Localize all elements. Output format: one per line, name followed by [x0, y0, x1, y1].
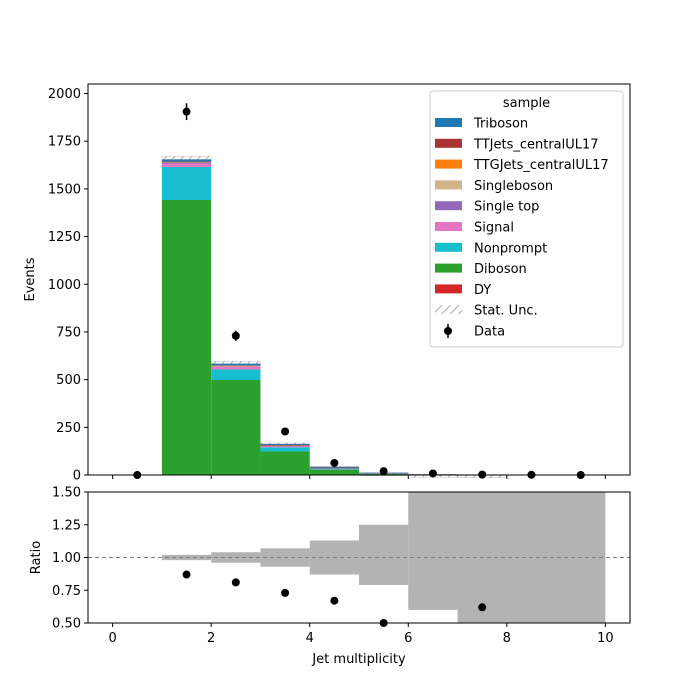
ratio-y-tick-label: 1.25: [52, 518, 81, 533]
bar-segment: [161, 166, 212, 200]
bar-segment: [161, 199, 212, 475]
legend-label: Data: [474, 325, 505, 340]
legend-label: Triboson: [473, 117, 528, 132]
bar-segment: [161, 162, 212, 164]
ratio-point: [281, 588, 290, 597]
bar-segment: [260, 447, 310, 452]
legend-label: Nonprompt: [474, 241, 547, 256]
y-tick-label: 500: [56, 373, 81, 388]
bar-segment: [211, 380, 261, 475]
legend-frame: [429, 90, 624, 348]
x-axis-label: Jet multiplicity: [311, 652, 406, 667]
legend-swatch: [435, 159, 462, 169]
y-tick-label: 250: [56, 421, 81, 436]
legend-title: sample: [503, 96, 550, 111]
data-point: [231, 331, 240, 340]
legend-swatch: [435, 222, 462, 231]
bar-segment: [161, 163, 212, 167]
legend-swatch: [435, 180, 462, 190]
ratio-point: [330, 596, 339, 605]
y-tick-label: 1250: [48, 230, 81, 245]
bar-segment: [309, 469, 359, 475]
legend-label: Diboson: [474, 262, 527, 277]
legend-label: TTGJets_centralUL17: [473, 158, 609, 173]
stat-unc-band: [161, 156, 212, 163]
data-point: [428, 469, 437, 478]
legend: sample Triboson TTJets_centralUL17 TTGJets_…: [429, 90, 624, 348]
ratio-y-tick-label: 1.50: [52, 486, 81, 501]
y-tick-label: 750: [56, 325, 81, 340]
legend-swatch: [435, 263, 462, 273]
legend-label: DY: [474, 283, 491, 298]
data-point: [182, 107, 191, 116]
y-tick-label: 1000: [48, 278, 81, 293]
ratio-unc-band: [408, 492, 458, 610]
legend-label: Stat. Unc.: [474, 304, 538, 319]
ratio-y-tick-label: 1.00: [52, 551, 81, 566]
ratio-point: [182, 570, 191, 579]
ratio-point: [478, 603, 487, 612]
bar-segment: [260, 451, 310, 475]
ratio-y-tick-label: 0.50: [52, 617, 81, 632]
x-tick-label: 2: [207, 631, 215, 646]
bar-segment: [211, 366, 261, 370]
ratio-y-tick-label: 0.75: [52, 584, 81, 599]
x-tick-label: 6: [404, 631, 412, 646]
x-tick-label: 10: [597, 631, 614, 646]
ratio-panel: 0.50 0.75 1.00 1.25 1.50 0 2 4 6 8 10 Jet multiplic…: [29, 486, 631, 667]
x-tick-label: 4: [306, 631, 314, 646]
legend-label: Single top: [474, 200, 539, 215]
legend-swatch-hatch: [435, 305, 462, 315]
y-tick-label: 1750: [48, 135, 81, 150]
legend-label: Singleboson: [474, 179, 553, 194]
y-tick-label: 1500: [48, 182, 81, 197]
legend-swatch: [435, 138, 462, 148]
stat-unc-band: [260, 442, 310, 447]
ratio-unc-band: [359, 524, 409, 586]
legend-label: TTJets_centralUL17: [473, 137, 599, 152]
legend-swatch: [435, 201, 462, 211]
y-tick-label: 2000: [48, 87, 81, 102]
legend-swatch: [435, 242, 462, 252]
ratio-y-axis-label: Ratio: [29, 541, 44, 574]
data-point: [281, 427, 290, 436]
legend-swatch: [435, 118, 462, 127]
legend-marker: [444, 327, 452, 335]
bar-segment: [260, 445, 310, 448]
ratio-point: [231, 578, 240, 587]
x-tick-label: 8: [503, 631, 511, 646]
data-point: [379, 467, 388, 476]
legend-label: Signal: [474, 221, 514, 236]
data-point: [330, 458, 339, 467]
main-panel: 0 250 500 750 1000 1250 1500 1750 2000 Events: [23, 83, 631, 484]
legend-swatch: [435, 284, 462, 294]
y-axis-label: Events: [23, 257, 38, 301]
bar-segment: [211, 369, 261, 381]
stat-unc-band: [211, 361, 261, 366]
main-axes-frame: [87, 83, 631, 476]
x-tick-label: 0: [108, 631, 116, 646]
y-tick-label: 0: [73, 469, 81, 484]
